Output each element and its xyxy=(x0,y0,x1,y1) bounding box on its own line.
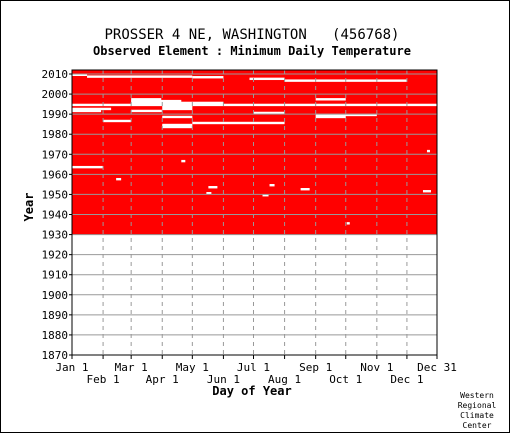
x-tick-label-152: Jun 1 xyxy=(207,373,240,386)
missing-period-8 xyxy=(131,101,224,105)
missing-period-11 xyxy=(72,107,112,111)
chart-title: PROSSER 4 NE, WASHINGTON (456768) xyxy=(104,27,399,43)
data-layer xyxy=(72,70,437,235)
missing-period-0 xyxy=(72,73,88,77)
y-tick-label-1900: 1900 xyxy=(42,289,69,302)
y-tick-label-1880: 1880 xyxy=(42,329,69,342)
y-tick-labels: 1870 1880 1890 1900 1910 1920 1930 1940 1950 1960… xyxy=(42,68,72,362)
data-coverage-block xyxy=(72,70,437,235)
credit-line-3: Climate xyxy=(460,411,494,420)
missing-period-5 xyxy=(131,98,162,101)
y-tick-label-1910: 1910 xyxy=(42,269,69,282)
x-tick-label-182: Jul 1 xyxy=(237,361,270,374)
x-tick-label-32: Feb 1 xyxy=(87,373,120,386)
y-tick-label-1940: 1940 xyxy=(42,209,69,222)
missing-period-17 xyxy=(162,115,193,119)
y-tick-label-2000: 2000 xyxy=(42,88,69,101)
missing-period-27 xyxy=(300,188,310,191)
x-tick-label-1: Jan 1 xyxy=(55,361,88,374)
y-tick-label-1890: 1890 xyxy=(42,309,69,322)
missing-period-1 xyxy=(87,75,193,78)
chart-subtitle: Observed Element : Minimum Daily Tempera… xyxy=(93,44,411,58)
credit-line-2: Regional xyxy=(458,401,497,410)
y-tick-label-1990: 1990 xyxy=(42,108,69,121)
missing-period-32 xyxy=(426,149,430,153)
missing-period-14 xyxy=(131,109,163,113)
credit-line-4: Center xyxy=(463,421,492,430)
x-tick-label-365: Dec 31 xyxy=(417,361,457,374)
y-tick-label-1960: 1960 xyxy=(42,168,69,181)
plot-border xyxy=(71,69,438,356)
missing-period-12 xyxy=(162,107,193,111)
x-axis-label: Day of Year xyxy=(212,384,291,398)
grid-layer xyxy=(72,70,437,355)
x-tick-label-60: Mar 1 xyxy=(115,361,148,374)
missing-period-9 xyxy=(72,103,437,107)
y-tick-label-1950: 1950 xyxy=(42,188,69,201)
x-tick-labels: Jan 1 Mar 1 May 1 Jul 1 Sep 1 Nov 1 Dec 31 Feb … xyxy=(55,355,457,386)
missing-period-19 xyxy=(103,119,132,123)
missing-period-31 xyxy=(181,159,186,163)
y-axis-label: Year xyxy=(22,193,36,222)
x-tick-label-274: Oct 1 xyxy=(329,373,362,386)
missing-period-28 xyxy=(422,190,431,193)
missing-period-13 xyxy=(72,109,102,113)
missing-period-25 xyxy=(269,184,275,187)
x-tick-label-335: Dec 1 xyxy=(390,373,423,386)
y-tick-label-1970: 1970 xyxy=(42,148,69,161)
missing-period-33 xyxy=(346,222,350,225)
missing-period-2 xyxy=(192,76,224,79)
missing-period-16 xyxy=(315,113,377,117)
missing-period-22 xyxy=(162,125,193,129)
x-tick-label-91: Apr 1 xyxy=(146,373,179,386)
missing-period-26 xyxy=(208,186,218,189)
missing-period-7 xyxy=(315,98,346,101)
missing-period-6 xyxy=(131,99,182,103)
missing-period-3 xyxy=(249,77,285,81)
missing-period-10 xyxy=(162,105,193,109)
missing-period-30 xyxy=(262,194,269,197)
x-tick-label-244: Sep 1 xyxy=(299,361,332,374)
credit-block: Western Regional Climate Center xyxy=(458,391,497,430)
missing-period-15 xyxy=(253,111,285,115)
missing-period-18 xyxy=(315,115,346,119)
y-tick-label-1870: 1870 xyxy=(42,349,69,362)
missing-period-29 xyxy=(206,192,212,195)
x-tick-label-305: Nov 1 xyxy=(360,361,393,374)
missing-period-20 xyxy=(192,121,285,125)
missing-period-21 xyxy=(162,123,193,127)
y-tick-label-1920: 1920 xyxy=(42,249,69,262)
credit-line-1: Western xyxy=(460,391,494,400)
y-tick-label-1930: 1930 xyxy=(42,229,69,242)
y-tick-label-2010: 2010 xyxy=(42,68,69,81)
x-tick-label-213: Aug 1 xyxy=(268,373,301,386)
y-tick-label-1980: 1980 xyxy=(42,128,69,141)
missing-period-23 xyxy=(72,165,104,169)
x-tick-label-121: May 1 xyxy=(176,361,209,374)
missing-period-24 xyxy=(116,177,122,181)
